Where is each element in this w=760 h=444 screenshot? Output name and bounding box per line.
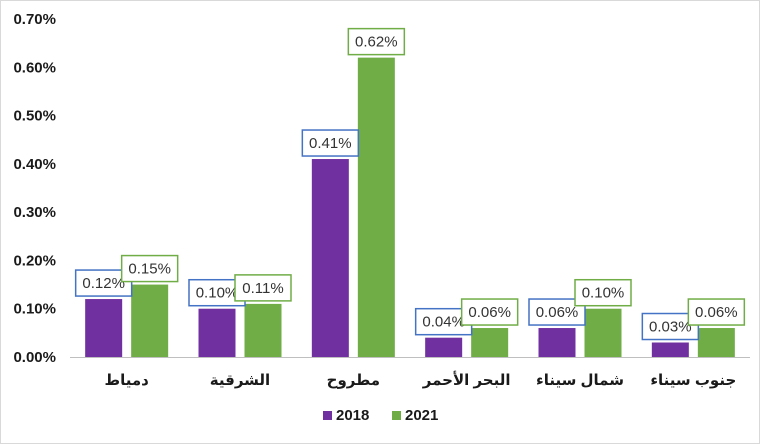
legend: 2018 2021: [323, 407, 438, 424]
bar-2018: [425, 337, 463, 357]
x-axis: دمياط الشرقية مطروح البحر الأحمر شمال سيناء ج…: [105, 371, 737, 389]
bar-2018: [651, 342, 689, 357]
legend-label: 2021: [405, 407, 438, 424]
legend-swatch: [392, 411, 401, 420]
y-tick-label: 0.10%: [13, 301, 56, 318]
legend-swatch: [323, 411, 332, 420]
bar-2018: [85, 299, 123, 357]
data-label-box: [234, 274, 292, 302]
bar-2021: [584, 308, 622, 357]
bar-2021: [471, 328, 509, 357]
data-label-text: 0.10%: [582, 285, 625, 302]
bar-2018: [311, 159, 349, 357]
x-tick-label: دمياط: [105, 372, 150, 389]
data-label-text: 0.03%: [649, 319, 692, 336]
data-label-2021: 0.06%: [460, 298, 519, 326]
data-label-box: [460, 298, 519, 326]
data-label-box: [120, 254, 179, 283]
y-tick-label: 0.00%: [13, 349, 56, 366]
data-label-box: [74, 269, 133, 297]
data-label-text: 0.15%: [128, 261, 171, 278]
data-label-box: [574, 278, 632, 307]
x-tick-label: شمال سيناء: [536, 372, 624, 389]
bar-2021: [244, 303, 282, 357]
data-label-text: 0.41%: [309, 135, 352, 152]
data-label-text: 0.06%: [468, 304, 511, 321]
legend-item-2018: 2018: [323, 407, 369, 424]
data-label-box: [301, 129, 360, 157]
data-label-2021: 0.62%: [347, 27, 406, 56]
data-label-text: 0.06%: [695, 304, 738, 321]
data-label-box: [687, 298, 746, 326]
y-tick-label: 0.30%: [13, 204, 56, 221]
x-tick-label: جنوب سيناء: [650, 372, 736, 389]
y-tick-label: 0.20%: [13, 252, 56, 269]
bar-2018: [198, 308, 236, 357]
bar-2021: [357, 57, 395, 357]
x-tick-label: الشرقية: [210, 372, 270, 389]
data-label-2021: 0.06%: [687, 298, 746, 326]
y-tick-label: 0.50%: [13, 108, 56, 125]
legend-item-2021: 2021: [392, 407, 438, 424]
data-label-2018: 0.12%: [74, 269, 133, 297]
data-label-2021: 0.10%: [574, 278, 632, 307]
bar-2021: [131, 284, 169, 357]
data-label-text: 0.04%: [422, 314, 465, 331]
y-tick-label: 0.60%: [13, 59, 56, 76]
legend-label: 2018: [336, 407, 369, 424]
data-label-2018: 0.41%: [301, 129, 360, 157]
y-tick-label: 0.70%: [13, 11, 56, 28]
data-labels: 0.12%0.15%0.10% 0.11%0.41%0.62%0.04%0.06%…: [74, 27, 746, 341]
data-label-text: 0.62%: [355, 34, 398, 51]
data-label-text: 0.12%: [82, 275, 125, 292]
bar-2021: [697, 328, 735, 357]
y-axis: 0.00% 0.10% 0.20% 0.30% 0.40% 0.50% 0.60% 0.70%: [13, 11, 56, 366]
data-label-text: 0.10%: [196, 285, 239, 302]
y-tick-label: 0.40%: [13, 156, 56, 173]
data-label-2021: 0.11%: [234, 274, 292, 302]
bars: [85, 57, 735, 357]
data-label-2021: 0.15%: [120, 254, 179, 283]
x-tick-label: مطروح: [327, 372, 380, 389]
x-tick-label: البحر الأحمر: [422, 371, 511, 389]
data-label-text: 0.11%: [242, 280, 283, 297]
bar-2018: [538, 328, 576, 357]
data-label-text: 0.06%: [536, 304, 579, 321]
data-label-box: [347, 27, 406, 56]
